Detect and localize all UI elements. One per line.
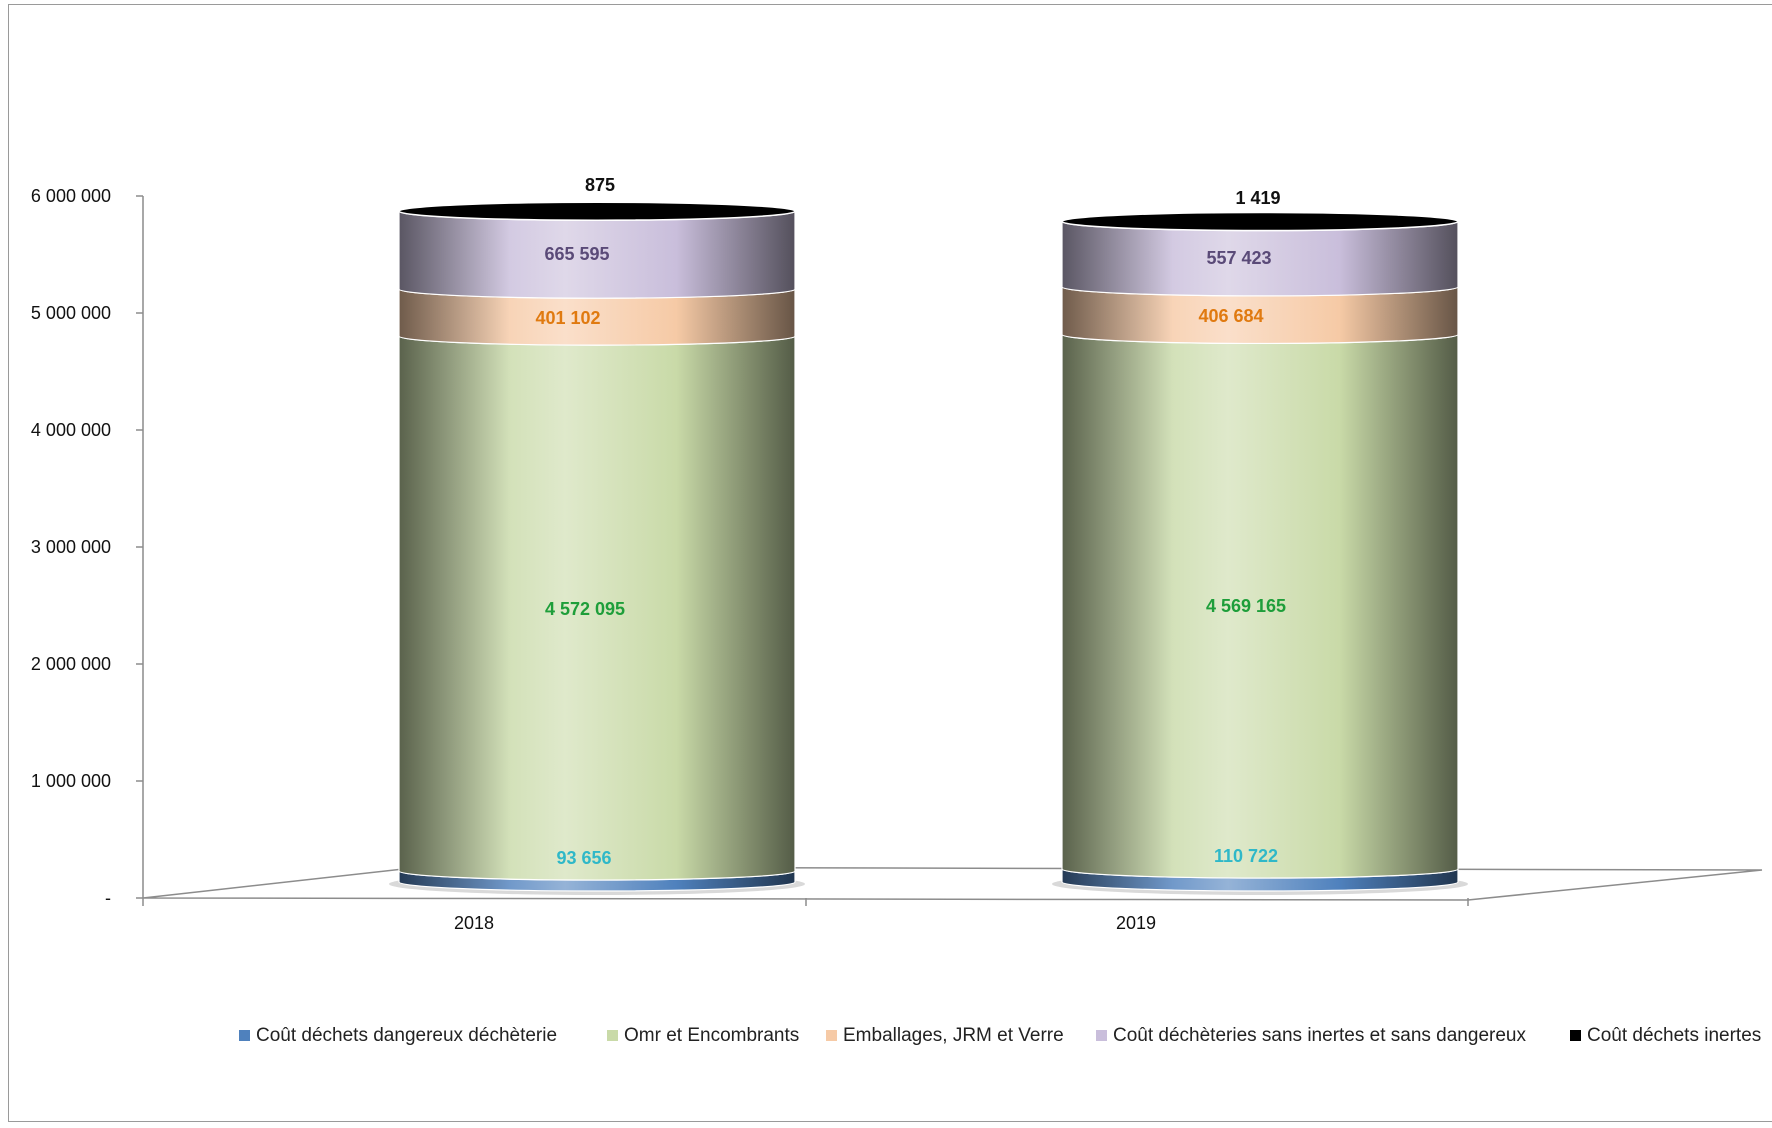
data-label: 401 102	[535, 308, 600, 328]
y-tick-label: 2 000 000	[31, 654, 111, 674]
data-label: 406 684	[1198, 306, 1263, 326]
category-label: 2019	[1116, 913, 1156, 933]
legend-item: Omr et Encombrants	[607, 1025, 799, 1046]
legend-label: Coût déchets dangereux déchèterie	[256, 1025, 557, 1046]
y-tick-label: 3 000 000	[31, 537, 111, 557]
y-tick-label: 1 000 000	[31, 771, 111, 791]
y-tick-label: 5 000 000	[31, 303, 111, 323]
y-tick-label: -	[105, 888, 111, 908]
legend-label: Coût déchèteries sans inertes et sans da…	[1113, 1025, 1526, 1046]
floor-plane	[142, 866, 1763, 901]
legend-item: Coût déchets inertes	[1570, 1025, 1761, 1046]
data-label: 4 569 165	[1206, 596, 1286, 616]
cylinder-top	[398, 201, 796, 221]
legend-swatch	[826, 1030, 837, 1041]
chart-frame	[8, 4, 1772, 1122]
legend-swatch	[1096, 1030, 1107, 1041]
legend-item: Coût déchets dangereux déchèterie	[239, 1025, 557, 1046]
legend-item: Coût déchèteries sans inertes et sans da…	[1096, 1025, 1526, 1046]
legend-label: Emballages, JRM et Verre	[843, 1025, 1064, 1046]
data-label: 110 722	[1214, 846, 1278, 866]
data-label: 875	[585, 175, 615, 195]
legend-label: Coût déchets inertes	[1587, 1025, 1761, 1046]
cylinder-2018	[389, 201, 805, 895]
data-label: 1 419	[1235, 188, 1280, 208]
legend-swatch	[607, 1030, 618, 1041]
legend-label: Omr et Encombrants	[624, 1025, 799, 1046]
data-label: 4 572 095	[545, 599, 625, 619]
data-label: 665 595	[544, 244, 609, 264]
legend-swatch	[1570, 1030, 1581, 1041]
legend-item: Emballages, JRM et Verre	[826, 1025, 1064, 1046]
data-label: 557 423	[1206, 248, 1271, 268]
y-tick-label: 6 000 000	[31, 186, 111, 206]
cylinder-2019	[1052, 211, 1468, 895]
category-label: 2018	[454, 913, 494, 933]
cylinder-top	[1061, 211, 1459, 232]
data-label: 93 656	[556, 848, 611, 868]
y-tick-label: 4 000 000	[31, 420, 111, 440]
legend-swatch	[239, 1030, 250, 1041]
